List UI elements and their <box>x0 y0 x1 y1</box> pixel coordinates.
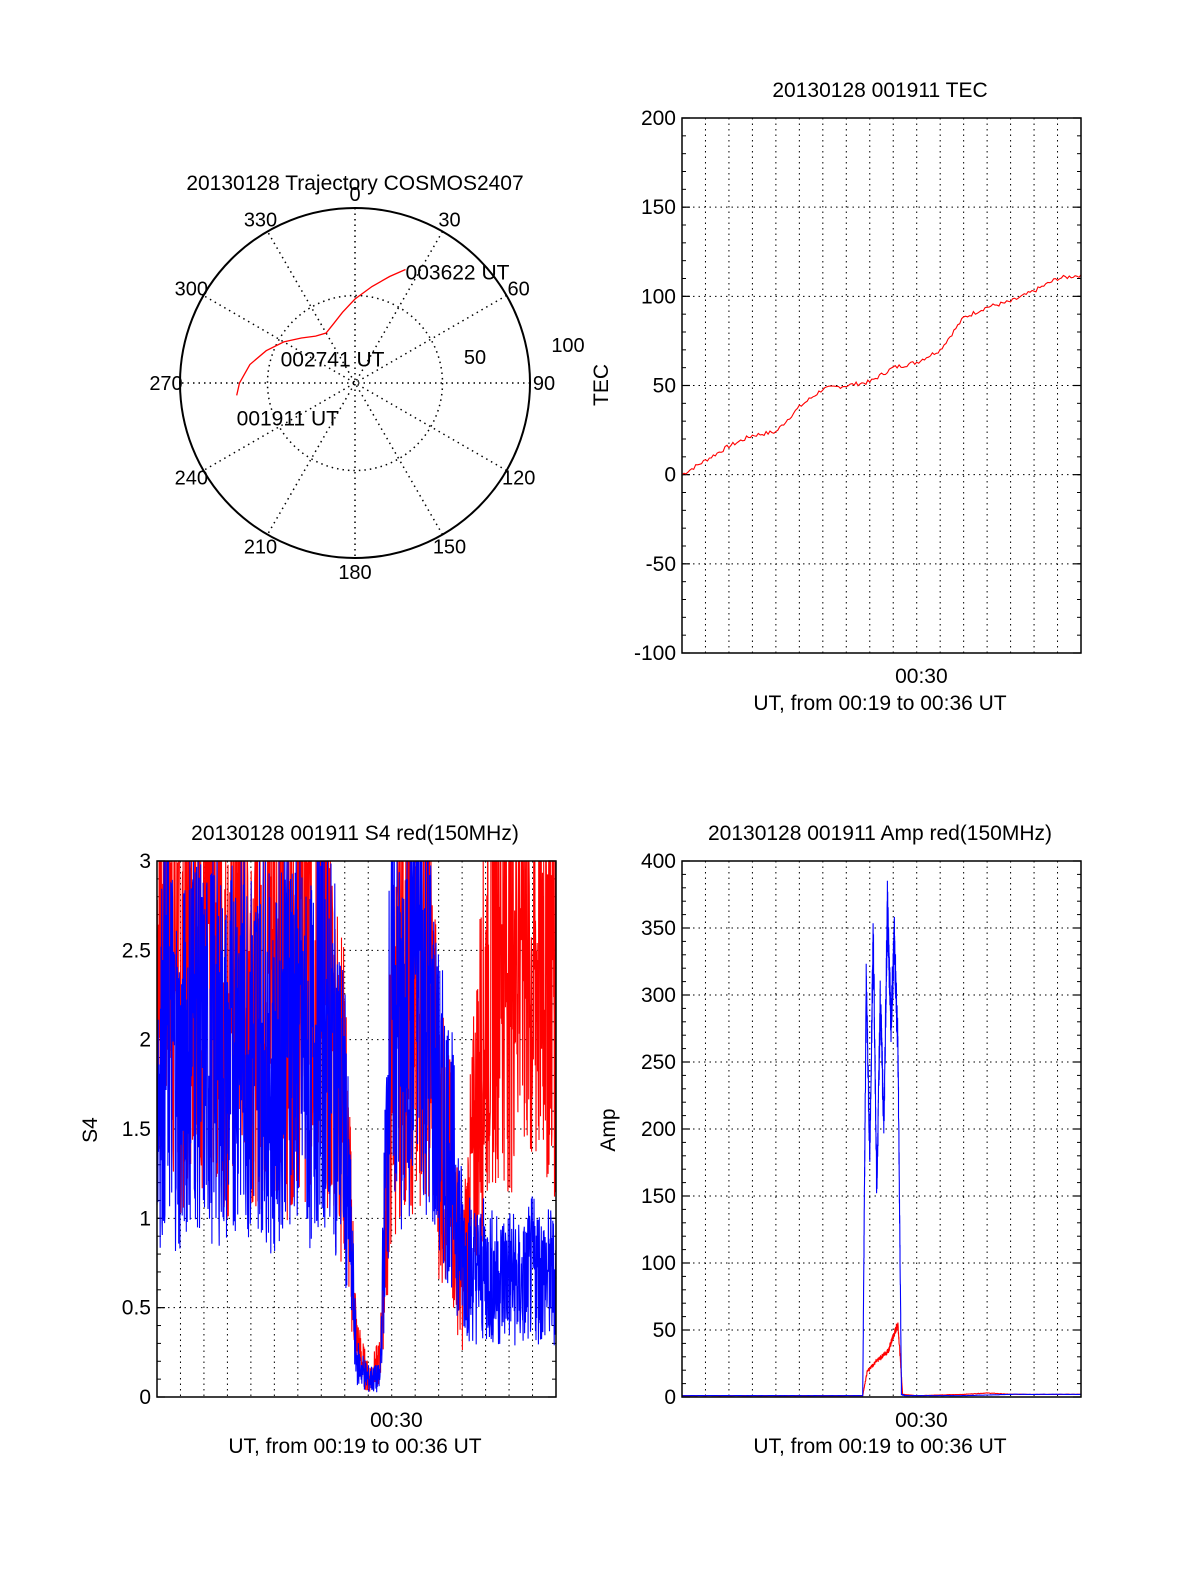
y-tick-label: 100 <box>641 285 676 308</box>
azimuth-label: 30 <box>438 209 460 231</box>
tec-xlabel: UT, from 00:19 to 00:36 UT <box>753 692 1006 715</box>
y-tick-label: 0 <box>664 1386 676 1409</box>
y-tick-label: 1.5 <box>122 1118 151 1141</box>
polar-spoke <box>203 294 507 472</box>
radial-label: 50 <box>464 347 486 369</box>
plot-frame <box>681 860 1082 1398</box>
amp-xlabel: UT, from 00:19 to 00:36 UT <box>753 1435 1006 1458</box>
y-tick-label: 1 <box>139 1207 151 1230</box>
s4-panel: 20130128 001911 S4 red(150MHz) S4 UT, fr… <box>79 822 557 1458</box>
y-tick-label: 100 <box>641 1252 676 1275</box>
trajectory-title: 20130128 Trajectory COSMOS2407 <box>186 172 523 195</box>
tec-ylabel: TEC <box>590 364 613 406</box>
y-tick-label: 0.5 <box>122 1297 151 1320</box>
azimuth-label: 150 <box>433 537 466 559</box>
polar-inner-circle <box>266 294 444 472</box>
tec-title: 20130128 001911 TEC <box>772 79 987 102</box>
azimuth-label: 60 <box>508 279 530 301</box>
series-line-red <box>682 1322 1081 1397</box>
polar-spoke <box>266 231 444 535</box>
y-tick-label: -50 <box>646 553 676 576</box>
tec-panel: 20130128 001911 TEC TEC UT, from 00:19 t… <box>590 79 1082 715</box>
y-tick-label: 2.5 <box>122 939 151 962</box>
trajectory-series <box>236 268 406 396</box>
s4-xlabel: UT, from 00:19 to 00:36 UT <box>228 1435 481 1458</box>
azimuth-label: 300 <box>175 279 208 301</box>
y-tick-label: 350 <box>641 917 676 940</box>
time-label: 001911 UT <box>237 407 340 430</box>
series-line-blue <box>682 880 1082 1397</box>
amp-panel: 20130128 001911 Amp red(150MHz) Amp UT, … <box>597 822 1082 1458</box>
series-line-blue <box>156 860 557 1393</box>
azimuth-label: 120 <box>502 468 535 490</box>
y-tick-label: 150 <box>641 196 676 219</box>
polar-spoke <box>266 231 444 535</box>
polar-spoke <box>203 294 507 472</box>
amp-plot-area: 400 350 300 250 200 150 100 50 0 00:30 <box>641 850 1082 1432</box>
y-tick-label: 250 <box>641 1051 676 1074</box>
series-line-red <box>156 860 557 1392</box>
y-tick-label: 150 <box>641 1185 676 1208</box>
y-tick-label: 400 <box>641 850 676 873</box>
azimuth-label: 180 <box>338 562 371 584</box>
y-tick-label: -100 <box>634 642 676 665</box>
azimuth-label: 0 <box>349 184 360 206</box>
s4-ylabel: S4 <box>79 1117 102 1143</box>
azimuth-label: 210 <box>244 537 277 559</box>
y-tick-label: 0 <box>139 1386 151 1409</box>
x-tick-label: 00:30 <box>895 665 948 688</box>
amp-title: 20130128 001911 Amp red(150MHz) <box>708 822 1052 845</box>
y-tick-label: 300 <box>641 984 676 1007</box>
time-label: 002741 UT <box>281 349 385 372</box>
y-tick-label: 200 <box>641 1118 676 1141</box>
s4-plot-area: 3 2.5 2 1.5 1 0.5 0 00:30 <box>122 850 557 1432</box>
y-tick-label: 2 <box>139 1029 151 1052</box>
trajectory-line <box>236 268 406 396</box>
time-label: 003622 UT <box>406 261 510 284</box>
y-tick-label: 200 <box>641 107 676 130</box>
y-tick-label: 50 <box>653 375 676 398</box>
azimuth-label: 270 <box>149 373 182 395</box>
x-tick-label: 00:30 <box>895 1409 948 1432</box>
trajectory-panel: 20130128 Trajectory COSMOS2407 0 30 60 90 12… <box>149 172 584 584</box>
y-tick-label: 3 <box>139 850 151 873</box>
x-tick-label: 00:30 <box>370 1409 423 1432</box>
polar-labels: 0 30 60 90 120 150 180 210 240 270 300 330 50 100 0019… <box>149 184 584 584</box>
plot-frame <box>681 117 1082 654</box>
polar-grid <box>179 207 531 559</box>
series-line-red <box>681 274 1082 476</box>
azimuth-label: 330 <box>244 209 277 231</box>
azimuth-label: 90 <box>533 373 555 395</box>
y-tick-label: 50 <box>653 1319 676 1342</box>
plot-frame <box>156 860 557 1398</box>
azimuth-label: 240 <box>175 468 208 490</box>
y-tick-label: 0 <box>664 464 676 487</box>
radial-label: 100 <box>551 335 584 357</box>
tec-plot-area: 200 150 100 50 0 -50 -100 00:30 <box>634 107 1082 688</box>
amp-ylabel: Amp <box>597 1108 620 1151</box>
s4-title: 20130128 001911 S4 red(150MHz) <box>191 822 519 845</box>
